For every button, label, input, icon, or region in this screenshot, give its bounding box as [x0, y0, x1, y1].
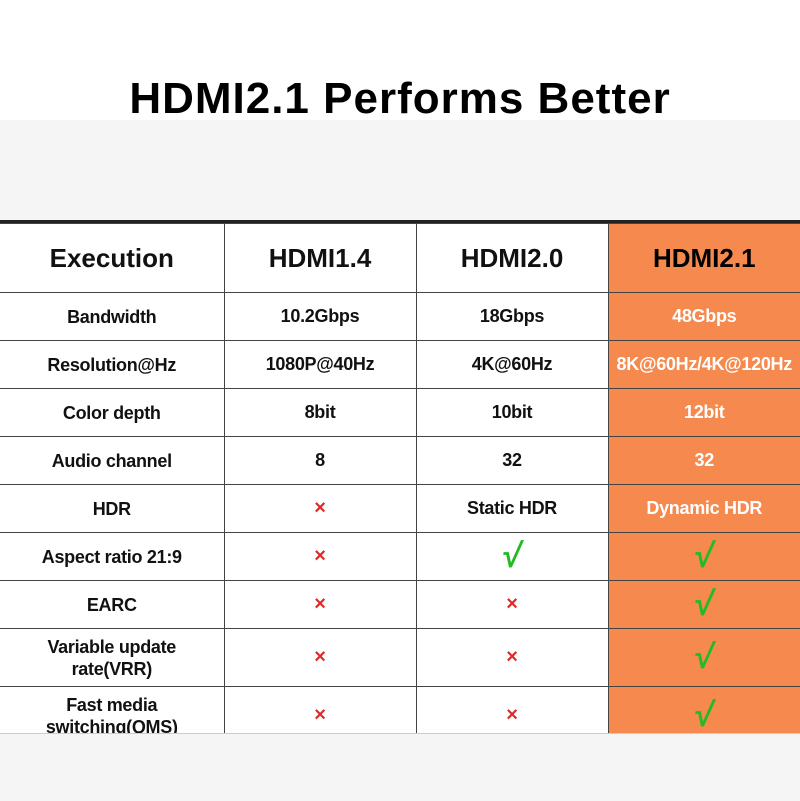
cell-hdmi14: 10.2Gbps [224, 292, 417, 341]
header-hdmi14: HDMI1.4 [224, 223, 417, 293]
check-icon: √ [692, 696, 717, 735]
cell-value: Static HDR [466, 498, 557, 518]
row-label-text: EARC [86, 594, 137, 615]
cell-hdmi14: × [224, 628, 417, 687]
cell-hdmi21: √ [608, 532, 800, 581]
row-label: HDR [0, 484, 225, 533]
cell-hdmi21: 12bit [608, 388, 800, 437]
comparison-table: Execution HDMI1.4 HDMI2.0 HDMI2.1 Bandwi… [0, 223, 800, 745]
check-icon: √ [692, 585, 717, 623]
cross-icon: × [314, 704, 326, 727]
check-icon: √ [692, 537, 717, 575]
cell-hdmi20: √ [416, 532, 609, 581]
cell-value: 4K@60Hz [471, 354, 553, 374]
cell-value: 32 [502, 450, 522, 470]
cross-icon: × [506, 593, 518, 615]
row-label-text: Bandwidth [67, 306, 157, 327]
cell-value: 32 [694, 450, 715, 470]
cross-icon: × [506, 704, 518, 727]
table-row: HDR × Static HDR Dynamic HDR [0, 484, 800, 533]
cross-icon: × [314, 545, 326, 567]
row-label-text: HDR [92, 498, 131, 519]
row-label-text: Fast media switching(QMS) [45, 694, 178, 737]
row-label-text: Aspect ratio 21:9 [41, 546, 182, 567]
check-icon: √ [500, 537, 524, 575]
cell-value: 1080P@40Hz [265, 354, 375, 374]
table-row: Aspect ratio 21:9 × √ √ [0, 532, 800, 581]
cell-hdmi20: 10bit [416, 388, 609, 437]
cross-icon: × [314, 593, 326, 615]
cell-hdmi21: Dynamic HDR [608, 484, 800, 533]
cell-hdmi14: 8bit [224, 388, 417, 437]
cell-value: 12bit [683, 402, 725, 422]
cell-hdmi21: 8K@60Hz/4K@120Hz [608, 340, 800, 389]
page-title: HDMI2.1 Performs Better [129, 74, 671, 123]
row-label-text: Variable update rate(VRR) [47, 636, 177, 679]
cell-value: Dynamic HDR [646, 498, 763, 518]
cell-hdmi20: 32 [416, 436, 609, 485]
cell-hdmi20: Static HDR [416, 484, 609, 533]
cell-hdmi21: √ [608, 580, 800, 629]
cell-hdmi20: × [416, 628, 609, 687]
cell-hdmi20: × [416, 580, 609, 629]
bottom-band [0, 733, 800, 801]
cell-value: 8K@60Hz/4K@120Hz [616, 354, 793, 374]
row-label: Variable update rate(VRR) [0, 628, 225, 687]
table-row: Bandwidth 10.2Gbps 18Gbps 48Gbps [0, 292, 800, 341]
cell-hdmi14: × [224, 484, 417, 533]
table-top-rule [0, 220, 800, 223]
header-hdmi21: HDMI2.1 [608, 223, 800, 293]
row-label: Audio channel [0, 436, 225, 485]
cell-hdmi21: √ [608, 628, 800, 687]
table-header-row: Execution HDMI1.4 HDMI2.0 HDMI2.1 [0, 223, 800, 293]
cell-value: 8bit [304, 402, 336, 422]
header-execution: Execution [0, 223, 225, 293]
cell-hdmi20: 4K@60Hz [416, 340, 609, 389]
row-label: Aspect ratio 21:9 [0, 532, 225, 581]
cross-icon: × [314, 646, 326, 668]
cell-value: 48Gbps [672, 306, 737, 326]
row-label-text: Audio channel [51, 450, 172, 471]
table-row: Resolution@Hz 1080P@40Hz 4K@60Hz 8K@60Hz/4K… [0, 340, 800, 389]
table-row: Variable update rate(VRR) × × √ [0, 628, 800, 687]
table-row: Color depth 8bit 10bit 12bit [0, 388, 800, 437]
table-row: Audio channel 8 32 32 [0, 436, 800, 485]
cell-hdmi20: 18Gbps [416, 292, 609, 341]
title-band [0, 0, 800, 120]
table-row: EARC × × √ [0, 580, 800, 629]
cross-icon: × [506, 646, 518, 668]
table-body: Bandwidth 10.2Gbps 18Gbps 48Gbps Resolution@… [0, 292, 800, 745]
cell-value: 8 [315, 450, 325, 470]
cell-hdmi14: × [224, 580, 417, 629]
cell-value: 10.2Gbps [280, 306, 360, 326]
cell-hdmi14: 1080P@40Hz [224, 340, 417, 389]
cell-hdmi14: 8 [224, 436, 417, 485]
cell-hdmi14: × [224, 532, 417, 581]
cell-hdmi21: 48Gbps [608, 292, 800, 341]
row-label-text: Color depth [62, 402, 161, 423]
cell-hdmi21: 32 [608, 436, 800, 485]
cell-value: 10bit [491, 402, 533, 422]
row-label: Color depth [0, 388, 225, 437]
header-hdmi20: HDMI2.0 [416, 223, 609, 293]
cell-value: 18Gbps [479, 306, 545, 326]
row-label-text: Resolution@Hz [47, 354, 177, 375]
check-icon: √ [692, 638, 717, 676]
row-label: Bandwidth [0, 292, 225, 341]
row-label: EARC [0, 580, 225, 629]
cross-icon: × [314, 497, 326, 519]
row-label: Resolution@Hz [0, 340, 225, 389]
